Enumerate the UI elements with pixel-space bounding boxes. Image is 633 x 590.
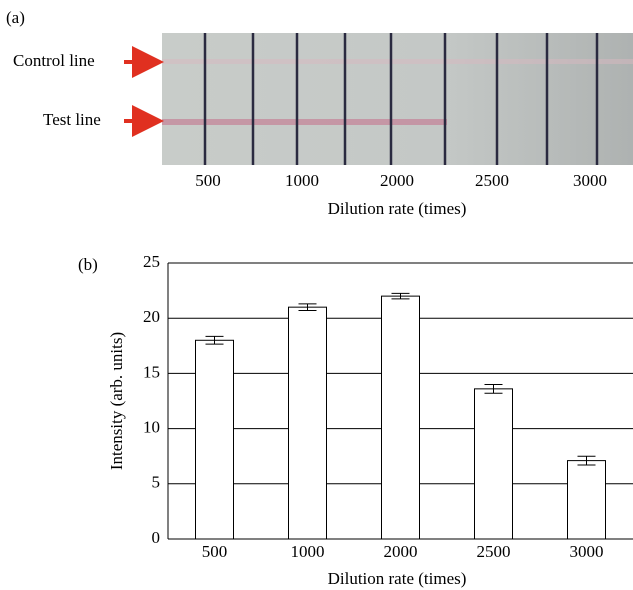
panel-label: (b) <box>78 255 98 274</box>
x-tick-label: 3000 <box>570 542 604 561</box>
y-tick-label: 10 <box>143 418 160 437</box>
y-axis-title: Intensity (arb. units) <box>107 332 126 470</box>
y-tick-label: 15 <box>143 362 160 381</box>
bar <box>567 460 606 540</box>
x-tick-label: 2000 <box>384 542 418 561</box>
bar <box>474 388 513 540</box>
x-tick-label: 500 <box>195 171 221 190</box>
bar <box>195 339 234 540</box>
x-tick-label: 2500 <box>475 171 509 190</box>
y-tick-label: 5 <box>152 473 161 492</box>
x-tick-label: 500 <box>202 542 228 561</box>
x-axis-title: Dilution rate (times) <box>328 199 467 218</box>
strip-photo <box>162 33 633 165</box>
x-tick-label: 1000 <box>285 171 319 190</box>
y-tick-label: 0 <box>152 528 161 547</box>
x-axis-title: Dilution rate (times) <box>328 569 467 588</box>
bar <box>381 295 420 540</box>
panel-label: (a) <box>6 8 25 27</box>
y-tick-label: 20 <box>143 307 160 326</box>
x-tick-label: 1000 <box>291 542 325 561</box>
row-label: Control line <box>13 51 95 70</box>
x-tick-label: 3000 <box>573 171 607 190</box>
bar <box>288 306 327 540</box>
x-tick-label: 2000 <box>380 171 414 190</box>
row-label: Test line <box>43 110 101 129</box>
y-tick-label: 25 <box>143 252 160 271</box>
x-tick-label: 2500 <box>477 542 511 561</box>
